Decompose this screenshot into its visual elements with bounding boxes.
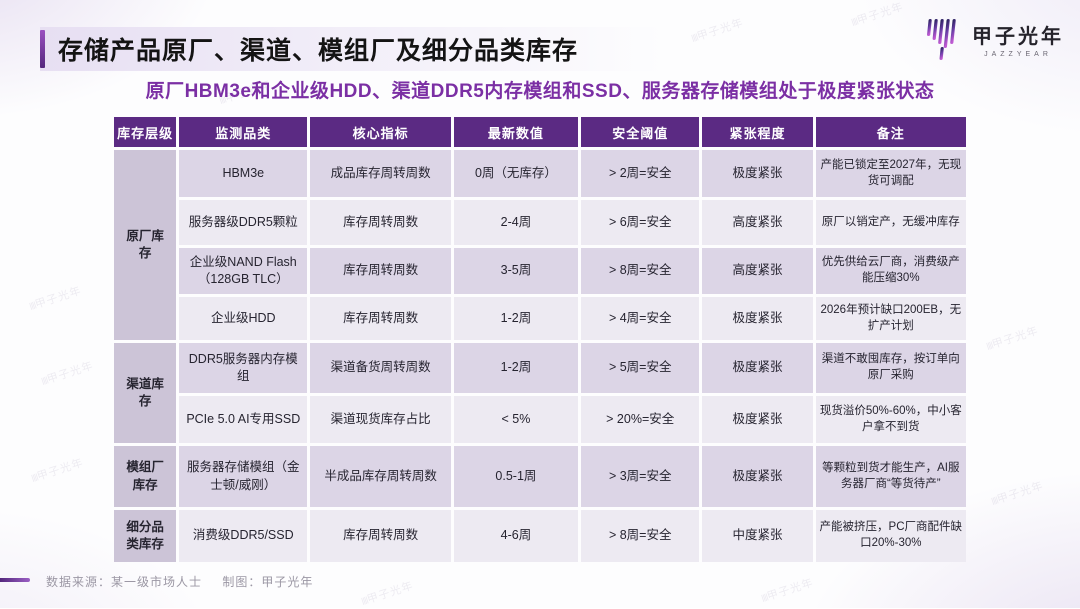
table-cell: 渠道不敢囤库存，按订单向原厂采购 xyxy=(815,343,966,393)
table-cell: 渠道现货库存占比 xyxy=(310,396,451,443)
table-row: PCIe 5.0 AI专用SSD 渠道现货库存占比 < 5% > 20%=安全 极度紧张… xyxy=(114,396,966,443)
table-cell: 库存周转周数 xyxy=(310,248,451,294)
column-header: 安全阈值 xyxy=(581,117,700,147)
group-label-cell: 细分品类库存 xyxy=(114,510,177,562)
table-header-row: 库存层级 监测品类 核心指标 最新数值 安全阈值 紧张程度 备注 xyxy=(114,117,966,147)
table-row: 渠道库存 DDR5服务器内存模组 渠道备货周转周数 1-2周 > 5周=安全 极度紧张 渠道… xyxy=(114,343,966,443)
footer-source: 数据来源：某一级市场人士 xyxy=(46,575,203,589)
column-header: 库存层级 xyxy=(114,117,177,147)
table-header: 库存层级 监测品类 核心指标 最新数值 安全阈值 紧张程度 备注 xyxy=(114,117,966,147)
title-block: 存储产品原厂、渠道、模组厂及细分品类库存 xyxy=(40,27,690,71)
table-cell: > 2周=安全 xyxy=(581,150,700,197)
group-label-cell: 渠道库存 xyxy=(114,343,177,443)
table-row: 服务器级DDR5颗粒 库存周转周数 2-4周 > 6周=安全 高度紧张 原厂以销定产，无缓… xyxy=(114,200,966,245)
table-cell: 极度紧张 xyxy=(702,446,813,507)
table-row: 企业级NAND Flash（128GB TLC） 库存周转周数 3-5周 > 8周=安… xyxy=(114,248,966,294)
table-cell: 优先供给云厂商，消费级产能压缩30% xyxy=(815,248,966,294)
table-cell: > 5周=安全 xyxy=(581,343,700,393)
table-cell: 等颗粒到货才能生产，AI服务器厂商“等货待产” xyxy=(815,446,966,507)
table-cell: 极度紧张 xyxy=(702,297,813,340)
table-cell: 极度紧张 xyxy=(702,150,813,197)
table-row: 模组厂库存 服务器存储模组（金士顿/威刚） 半成品库存周转周数 0.5-1周 > 3周=… xyxy=(114,446,966,507)
inventory-table: 库存层级 监测品类 核心指标 最新数值 安全阈值 紧张程度 备注 原厂库存 HBM3e 成品库存… xyxy=(111,114,969,565)
page-subtitle: 原厂HBM3e和企业级HDD、渠道DDR5内存模组和SSD、服务器存储模组处于极… xyxy=(145,81,935,102)
table-cell: 库存周转周数 xyxy=(310,200,451,245)
table-cell: HBM3e xyxy=(179,150,308,197)
table-cell: < 5% xyxy=(453,396,579,443)
table-cell: 1-2周 xyxy=(453,343,579,393)
table-cell: 高度紧张 xyxy=(702,200,813,245)
table-cell: DDR5服务器内存模组 xyxy=(179,343,308,393)
footer-credit: 制图：甲子光年 xyxy=(222,575,314,589)
table-body: 原厂库存 HBM3e 成品库存周转周数 0周（无库存） > 2周=安全 极度紧张 产能已锁定… xyxy=(114,150,966,562)
table-cell: 中度紧张 xyxy=(702,510,813,562)
table-cell: > 8周=安全 xyxy=(581,510,700,562)
table-cell: > 3周=安全 xyxy=(581,446,700,507)
column-header: 最新数值 xyxy=(453,117,579,147)
jazzyear-logo: 甲子光年 JAZZYEAR xyxy=(922,16,1064,62)
table-row: 细分品类库存 消费级DDR5/SSD 库存周转周数 4-6周 > 8周=安全 中度紧张 产能… xyxy=(114,510,966,562)
logo-text: 甲子光年 JAZZYEAR xyxy=(972,20,1064,58)
logo-name-en: JAZZYEAR xyxy=(984,51,1052,58)
table-cell: PCIe 5.0 AI专用SSD xyxy=(179,396,308,443)
watermark: 甲子光年 xyxy=(989,477,1046,509)
watermark: 甲子光年 xyxy=(359,577,416,609)
table-cell: 企业级NAND Flash（128GB TLC） xyxy=(179,248,308,294)
table-cell: 0周（无库存） xyxy=(453,150,579,197)
table-cell: > 8周=安全 xyxy=(581,248,700,294)
table-cell: 服务器级DDR5颗粒 xyxy=(179,200,308,245)
watermark: 甲子光年 xyxy=(29,454,86,486)
title-accent-bar xyxy=(40,30,45,68)
column-header: 紧张程度 xyxy=(702,117,813,147)
table-cell: 成品库存周转周数 xyxy=(310,150,451,197)
table-cell: 3-5周 xyxy=(453,248,579,294)
table-cell: 库存周转周数 xyxy=(310,297,451,340)
table-cell: 半成品库存周转周数 xyxy=(310,446,451,507)
footer-note: 数据来源：某一级市场人士 制图：甲子光年 xyxy=(46,573,313,590)
table-cell: 0.5-1周 xyxy=(453,446,579,507)
group-label-cell: 模组厂库存 xyxy=(114,446,177,507)
watermark: 甲子光年 xyxy=(984,322,1041,354)
table-cell: 2026年预计缺口200EB，无扩产计划 xyxy=(815,297,966,340)
table-cell: 极度紧张 xyxy=(702,343,813,393)
table-row: 原厂库存 HBM3e 成品库存周转周数 0周（无库存） > 2周=安全 极度紧张 产能已锁定… xyxy=(114,150,966,340)
table-cell: 服务器存储模组（金士顿/威刚） xyxy=(179,446,308,507)
table-cell: > 20%=安全 xyxy=(581,396,700,443)
footer-accent-dash xyxy=(0,578,30,582)
column-header: 核心指标 xyxy=(310,117,451,147)
column-header: 监测品类 xyxy=(179,117,308,147)
table-cell: 库存周转周数 xyxy=(310,510,451,562)
page-title: 存储产品原厂、渠道、模组厂及细分品类库存 xyxy=(58,37,579,65)
table-cell: 产能已锁定至2027年，无现货可调配 xyxy=(815,150,966,197)
table-cell: > 4周=安全 xyxy=(581,297,700,340)
watermark: 甲子光年 xyxy=(689,14,746,46)
jazzyear-bars-icon xyxy=(927,19,956,60)
table-cell: 渠道备货周转周数 xyxy=(310,343,451,393)
table-cell: 产能被挤压，PC厂商配件缺口20%-30% xyxy=(815,510,966,562)
table-cell: 高度紧张 xyxy=(702,248,813,294)
table-cell: 极度紧张 xyxy=(702,396,813,443)
watermark: 甲子光年 xyxy=(39,357,96,389)
watermark: 甲子光年 xyxy=(759,574,816,606)
table-cell: 现货溢价50%-60%，中小客户拿不到货 xyxy=(815,396,966,443)
table-cell: 原厂以销定产，无缓冲库存 xyxy=(815,200,966,245)
group-label-cell: 原厂库存 xyxy=(114,150,177,340)
watermark: 甲子光年 xyxy=(849,0,906,30)
table-cell: 企业级HDD xyxy=(179,297,308,340)
column-header: 备注 xyxy=(815,117,966,147)
table-row: 企业级HDD 库存周转周数 1-2周 > 4周=安全 极度紧张 2026年预计缺口200E… xyxy=(114,297,966,340)
table-cell: 4-6周 xyxy=(453,510,579,562)
table-cell: > 6周=安全 xyxy=(581,200,700,245)
watermark: 甲子光年 xyxy=(27,282,84,314)
table-cell: 消费级DDR5/SSD xyxy=(179,510,308,562)
logo-name-cn: 甲子光年 xyxy=(972,26,1064,48)
table-cell: 1-2周 xyxy=(453,297,579,340)
table-cell: 2-4周 xyxy=(453,200,579,245)
